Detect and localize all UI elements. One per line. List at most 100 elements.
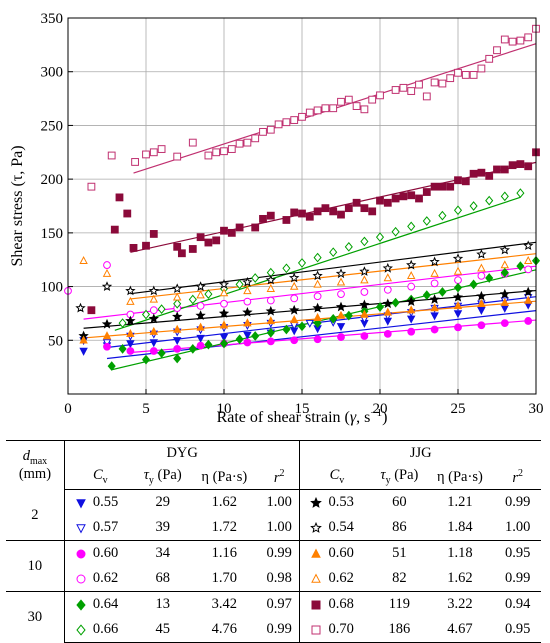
data-point-diamond-filled <box>118 344 127 354</box>
data-point-circle-open <box>524 265 533 274</box>
data-point-circle-filled <box>407 327 416 336</box>
data-point-square-open <box>422 92 431 101</box>
fit-line-dyg055 <box>106 310 537 360</box>
data-point-tri-up-filled <box>102 331 112 340</box>
data-point-diamond-open <box>118 318 127 328</box>
data-point-square-open <box>477 64 486 73</box>
data-point-star-open <box>476 249 487 259</box>
data-point-diamond-open <box>516 188 525 198</box>
data-point-circle-open <box>266 296 275 305</box>
cv-value: 0.60 <box>92 545 119 562</box>
cv-cell: 0.70 <box>299 617 374 643</box>
group-jjg-header: JJG <box>299 440 541 465</box>
data-point-diamond-filled <box>469 279 478 290</box>
data-point-square-filled <box>383 198 392 207</box>
group-dyg-header: DYG <box>64 440 301 465</box>
data-point-square-filled <box>298 209 306 218</box>
data-point-square-filled <box>123 209 132 218</box>
data-point-circle-filled <box>430 325 439 334</box>
data-point-star-open <box>312 270 323 281</box>
data-point-diamond-open <box>329 247 338 258</box>
data-point-circle-open <box>360 288 369 296</box>
legend-table: dmax (mm) DYG JJG Cv τy (Pa) η (Pa·s) r2 … <box>6 440 541 643</box>
data-point-star-open <box>359 266 370 276</box>
x-tick-label: 5 <box>142 401 150 417</box>
data-point-star-filled <box>429 294 440 304</box>
eta-value: 1.62 <box>211 494 237 511</box>
data-point-square-open <box>313 106 322 115</box>
x-tick-label: 20 <box>373 401 388 417</box>
data-point-tri-up-filled <box>430 303 439 312</box>
cv-cell: 0.68 <box>299 591 374 617</box>
data-point-square-filled <box>305 212 314 221</box>
data-point-square-open <box>107 151 116 160</box>
data-point-star-filled <box>523 286 534 297</box>
x-axis-label: Rate of shear strain (γ, s−1) <box>217 407 388 426</box>
data-point-square-filled <box>235 223 244 232</box>
data-point-square-open <box>438 79 447 88</box>
data-point-square-filled <box>321 204 330 213</box>
fit-line-dyg064 <box>111 269 537 371</box>
data-point-square-filled <box>469 169 478 178</box>
data-point-diamond-filled <box>235 334 244 345</box>
data-point-tri-up-open <box>196 290 205 299</box>
legend-marker-diamond-open <box>76 624 86 636</box>
data-point-diamond-open <box>282 263 291 274</box>
data-point-circle-filled <box>524 317 533 325</box>
data-point-square-filled <box>516 160 525 169</box>
data-point-square-filled <box>220 226 228 235</box>
data-point-square-filled <box>391 194 400 203</box>
data-point-square-open <box>461 71 470 79</box>
data-point-diamond-open <box>453 205 463 216</box>
cv-value: 0.62 <box>328 570 354 587</box>
data-point-square-open <box>407 87 416 95</box>
data-point-tri-up-filled <box>196 322 205 331</box>
data-point-diamond-filled <box>313 318 322 328</box>
data-point-circle-open <box>337 290 345 298</box>
data-point-square-open <box>352 102 361 110</box>
data-point-diamond-open <box>485 195 494 206</box>
data-point-tri-up-filled <box>336 310 346 319</box>
data-point-diamond-open <box>204 289 213 299</box>
eta-value: 3.42 <box>189 591 259 617</box>
data-point-tri-down-filled <box>219 333 229 342</box>
tau-value: 60 <box>392 494 407 511</box>
data-point-star-filled <box>476 290 487 301</box>
data-point-square-filled <box>446 182 455 191</box>
data-point-tri-up-filled <box>79 335 88 344</box>
data-point-star-filled <box>499 288 510 299</box>
legend-row: 2 0.55 29 1.62 1.00 0.53 60 1.21 0.99 <box>6 489 541 541</box>
data-point-square-filled <box>142 241 150 250</box>
legend-marker-circle-open <box>76 574 86 584</box>
data-point-circle-filled <box>337 333 345 341</box>
data-point-star-filled <box>289 304 300 315</box>
tau-value: 39 <box>155 519 170 536</box>
cv-value: 0.60 <box>328 545 354 562</box>
cv-value: 0.70 <box>328 621 354 638</box>
data-point-square-open <box>173 152 182 161</box>
data-point-tri-down-filled <box>172 337 182 346</box>
data-point-square-open <box>87 182 96 191</box>
data-point-circle-open <box>243 297 252 306</box>
col-cv-dyg: Cv <box>64 465 136 490</box>
data-point-tri-up-filled <box>383 307 393 316</box>
cv-cell: 0.57 <box>64 515 135 541</box>
data-point-square-filled <box>524 162 533 171</box>
data-point-tri-up-open <box>149 294 159 303</box>
data-point-star-open <box>218 279 230 289</box>
data-point-square-open <box>149 148 158 157</box>
legend-row: 30 0.64 13 3.42 0.97 0.68 119 3.22 0.94 <box>6 591 541 643</box>
data-point-diamond-open <box>76 624 86 636</box>
data-point-circle-open <box>477 271 486 280</box>
col-tau-dyg: τy (Pa) <box>135 465 190 490</box>
data-point-tri-down-filled <box>243 331 252 340</box>
eta-value: 1.72 <box>211 519 237 536</box>
data-point-tri-up-open <box>453 266 463 275</box>
data-point-diamond-filled <box>76 599 86 611</box>
data-point-diamond-filled <box>141 354 151 365</box>
data-point-diamond-filled <box>391 297 400 308</box>
data-point-star-filled <box>125 315 136 326</box>
data-point-star-filled <box>406 296 417 306</box>
data-point-square-open <box>508 37 517 46</box>
data-point-tri-down-filled <box>79 347 88 356</box>
